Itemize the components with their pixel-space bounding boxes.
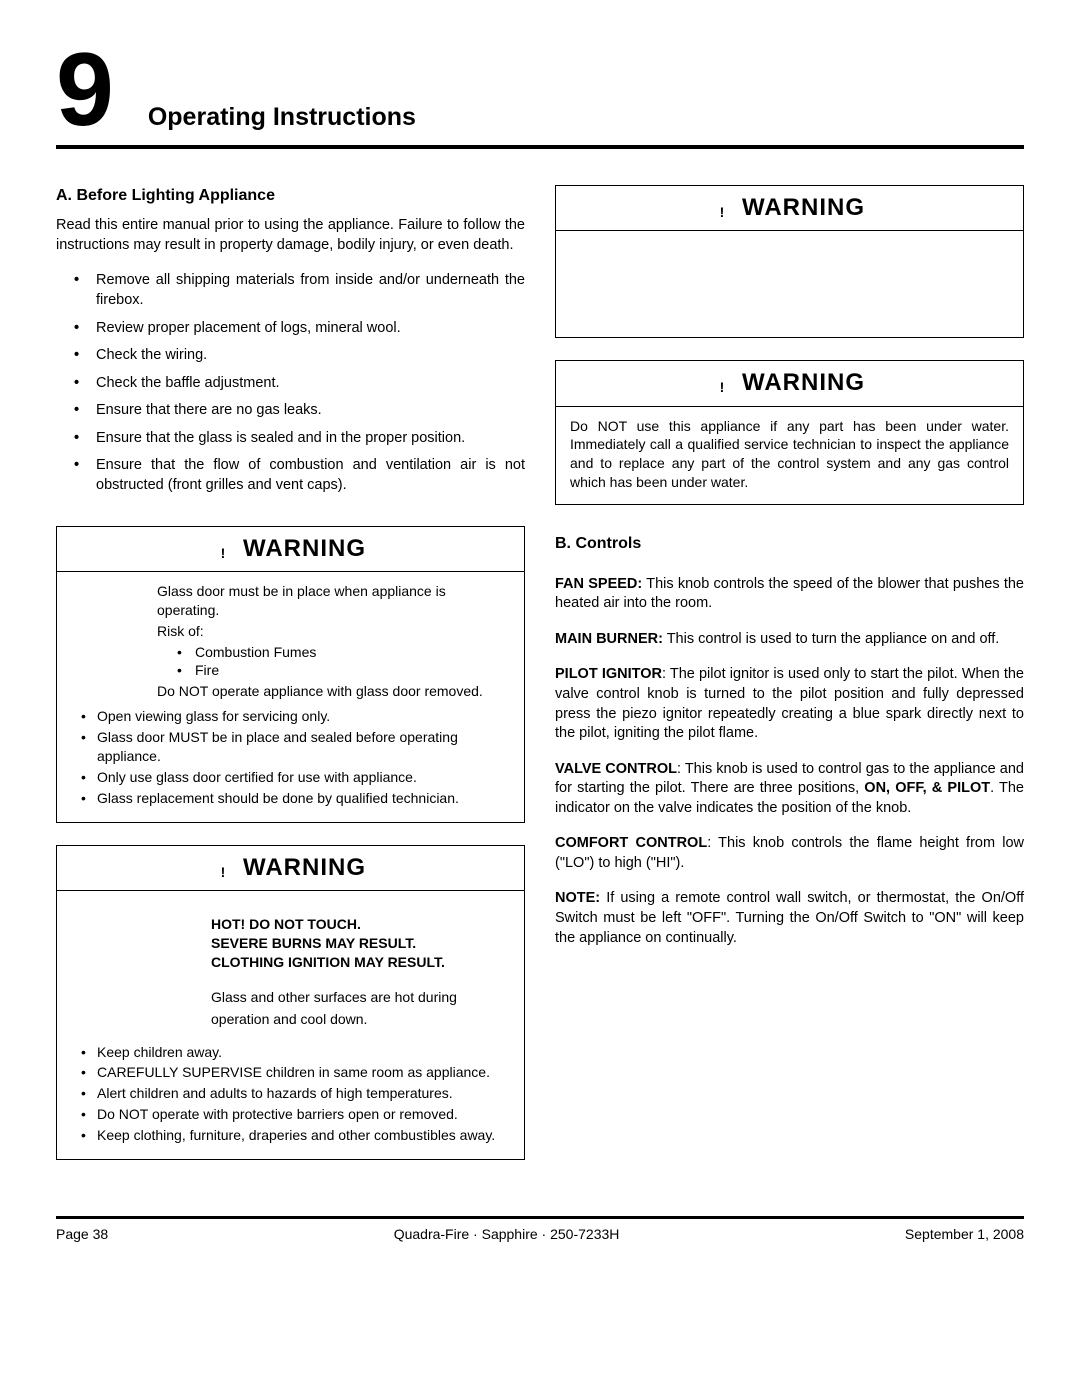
control-label: MAIN BURNER: — [555, 631, 663, 647]
warning-box-empty: ! WARNING — [555, 185, 1024, 338]
list-item: Keep clothing, furniture, draperies and … — [71, 1126, 510, 1145]
control-label: VALVE CONTROL — [555, 761, 677, 777]
control-label: FAN SPEED: — [555, 576, 642, 592]
section-a-intro: Read this entire manual prior to using t… — [56, 216, 525, 255]
control-fan: FAN SPEED: This knob controls the speed … — [555, 575, 1024, 614]
footer-page: Page 38 — [56, 1225, 108, 1244]
warning-line: Glass door must be in place when applian… — [157, 582, 510, 620]
risk-item: Combustion Fumes — [177, 643, 510, 662]
warning-box-water: ! WARNING Do NOT use this appliance if a… — [555, 360, 1024, 505]
warning-box-glass: ! WARNING Glass door must be in place wh… — [56, 526, 525, 823]
control-note: NOTE: If using a remote control wall swi… — [555, 889, 1024, 948]
bullet-item: Remove all shipping materials from insid… — [56, 271, 525, 310]
warning-title-row: ! WARNING — [556, 361, 1023, 406]
warning-sub-text: Glass and other surfaces are hot during … — [211, 986, 500, 1031]
note-text: If using a remote control wall switch, o… — [555, 890, 1024, 945]
control-label: COMFORT CONTROL — [555, 835, 707, 851]
bullet-item: Ensure that there are no gas leaks. — [56, 401, 525, 421]
chapter-header: 9 Operating Instructions — [56, 50, 1024, 149]
warning-body: Glass door must be in place when applian… — [57, 572, 524, 822]
control-label: PILOT IGNITOR — [555, 666, 662, 682]
right-column: ! WARNING ! WARNING Do NOT use this appl… — [555, 185, 1024, 1182]
warning-title: WARNING — [742, 367, 865, 399]
control-pilot: PILOT IGNITOR: The pilot ignitor is used… — [555, 665, 1024, 743]
bullet-item: Ensure that the glass is sealed and in t… — [56, 429, 525, 449]
warning-title-row: ! WARNING — [57, 527, 524, 572]
risk-item: Fire — [177, 661, 510, 680]
warning-bold-line: CLOTHING IGNITION MAY RESULT. — [211, 954, 445, 970]
list-item: Do NOT operate with protective barriers … — [71, 1105, 510, 1124]
bullet-item: Check the wiring. — [56, 346, 525, 366]
control-valve: VALVE CONTROL: This knob is used to cont… — [555, 760, 1024, 819]
list-item: Alert children and adults to hazards of … — [71, 1084, 510, 1103]
chapter-title: Operating Instructions — [148, 101, 416, 145]
control-comfort: COMFORT CONTROL: This knob controls the … — [555, 834, 1024, 873]
note-label: NOTE: — [555, 890, 600, 906]
warning-body: Do NOT use this appliance if any part ha… — [556, 407, 1023, 505]
warning-risk-list: Combustion Fumes Fire — [177, 643, 510, 681]
warning-line: Do NOT operate appliance with glass door… — [157, 682, 510, 701]
warning-list: Open viewing glass for servicing only. G… — [71, 707, 510, 807]
list-item: Glass replacement should be done by qual… — [71, 789, 510, 808]
footer-center: Quadra-Fire · Sapphire · 250-7233H — [394, 1225, 620, 1244]
warning-body: HOT! DO NOT TOUCH. SEVERE BURNS MAY RESU… — [57, 891, 524, 1159]
bullet-item: Check the baffle adjustment. — [56, 374, 525, 394]
list-item: Keep children away. — [71, 1043, 510, 1062]
control-main-burner: MAIN BURNER: This control is used to tur… — [555, 630, 1024, 650]
chapter-number: 9 — [56, 46, 110, 134]
warning-icon: ! — [714, 203, 730, 219]
warning-bold-line: SEVERE BURNS MAY RESULT. — [211, 935, 416, 951]
warning-title: WARNING — [243, 533, 366, 565]
list-item: Glass door MUST be in place and sealed b… — [71, 728, 510, 766]
warning-list: Keep children away. CAREFULLY SUPERVISE … — [71, 1043, 510, 1145]
section-a-bullets: Remove all shipping materials from insid… — [56, 271, 525, 495]
warning-bold-line: HOT! DO NOT TOUCH — [211, 916, 357, 932]
warning-body-empty — [556, 231, 1023, 337]
warning-title-row: ! WARNING — [556, 186, 1023, 231]
warning-title: WARNING — [243, 852, 366, 884]
bullet-item: Ensure that the flow of combustion and v… — [56, 456, 525, 495]
warning-icon: ! — [714, 378, 730, 394]
two-column-layout: A. Before Lighting Appliance Read this e… — [56, 185, 1024, 1182]
bullet-item: Review proper placement of logs, mineral… — [56, 319, 525, 339]
warning-box-hot: ! WARNING HOT! DO NOT TOUCH. SEVERE BURN… — [56, 845, 525, 1160]
page-footer: Page 38 Quadra-Fire · Sapphire · 250-723… — [56, 1216, 1024, 1244]
warning-icon: ! — [215, 863, 231, 879]
warning-bold-block: HOT! DO NOT TOUCH. SEVERE BURNS MAY RESU… — [211, 915, 501, 972]
left-column: A. Before Lighting Appliance Read this e… — [56, 185, 525, 1182]
section-b-heading: B. Controls — [555, 533, 1024, 555]
warning-title: WARNING — [742, 192, 865, 224]
control-text: This control is used to turn the applian… — [663, 631, 999, 647]
valve-positions: ON, OFF, & PILOT — [864, 780, 990, 796]
list-item: Open viewing glass for servicing only. — [71, 707, 510, 726]
warning-icon: ! — [215, 544, 231, 560]
list-item: Only use glass door certified for use wi… — [71, 768, 510, 787]
warning-title-row: ! WARNING — [57, 846, 524, 891]
footer-date: September 1, 2008 — [905, 1225, 1024, 1244]
list-item: CAREFULLY SUPERVISE children in same roo… — [71, 1063, 510, 1082]
warning-risk-label: Risk of: — [157, 622, 510, 641]
section-a-heading: A. Before Lighting Appliance — [56, 185, 525, 207]
